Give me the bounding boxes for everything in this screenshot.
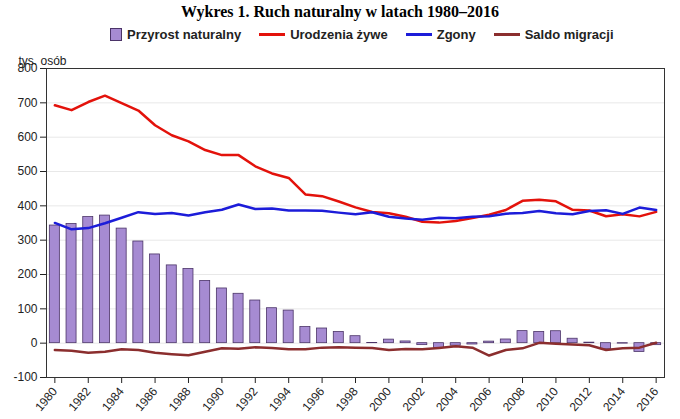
svg-text:100: 100 [17,302,37,316]
svg-text:800: 800 [17,61,38,76]
svg-text:600: 600 [17,130,37,144]
svg-text:200: 200 [17,267,37,281]
svg-text:2000: 2000 [366,384,394,414]
html-text:Saldo migracji: Saldo migracji [524,26,614,42]
svg-text:tys. osób: tys. osób [19,54,67,68]
html-text:Przyrost naturalny: Przyrost naturalny [127,26,242,42]
svg-text:300: 300 [17,233,37,247]
svg-text:1998: 1998 [333,384,361,414]
svg-text:1992: 1992 [233,384,261,414]
svg-text:2010: 2010 [533,384,561,414]
svg-text:500: 500 [17,164,37,178]
svg-text:2002: 2002 [400,384,428,414]
svg-text:1996: 1996 [299,384,327,414]
svg-text:1990: 1990 [199,384,227,414]
svg-text:1988: 1988 [166,384,194,414]
svg-text:1986: 1986 [132,384,160,414]
svg-text:2004: 2004 [433,384,461,414]
svg-text:2008: 2008 [500,384,528,414]
svg-text:1982: 1982 [66,384,94,414]
svg-text:400: 400 [17,199,37,213]
svg-text:2014: 2014 [600,384,628,414]
html-text:Zgony: Zgony [436,26,476,42]
svg-text:1980: 1980 [32,384,60,414]
svg-text:0: 0 [31,336,38,350]
svg-text:1994: 1994 [266,384,294,414]
html-text:Urodzenia żywe: Urodzenia żywe [290,26,388,42]
svg-text:2012: 2012 [567,384,595,414]
svg-text:2006: 2006 [466,384,494,414]
svg-text:700: 700 [17,96,37,110]
svg-text:-100: -100 [13,370,37,384]
svg-text:2016: 2016 [633,384,661,414]
html-text:Wykres 1. Ruch naturalny w lat: Wykres 1. Ruch naturalny w latach 1980–2… [181,3,499,20]
svg-text:1984: 1984 [99,384,127,414]
